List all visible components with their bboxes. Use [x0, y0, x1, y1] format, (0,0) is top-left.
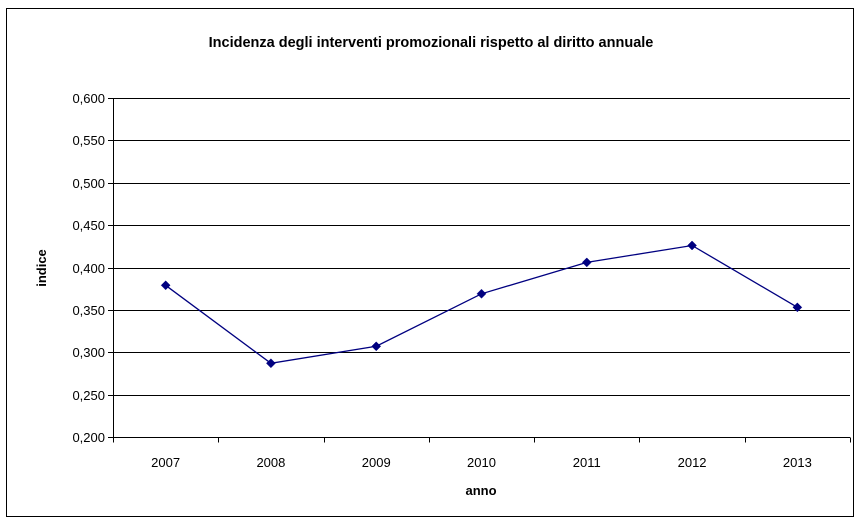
chart-border	[6, 8, 854, 517]
x-tick-label: 2013	[783, 455, 812, 470]
x-tick-labels: 2007 2008 2009 2010 2011 2012 2013	[151, 455, 812, 470]
chart-title: Incidenza degli interventi promozionali …	[209, 35, 654, 51]
y-tick-label: 0,400	[72, 261, 105, 276]
y-tick-label: 0,300	[72, 345, 105, 360]
data-point-marker	[160, 280, 171, 291]
y-tick-label: 0,500	[72, 176, 105, 191]
y-tick-label: 0,250	[72, 388, 105, 403]
y-tick-label: 0,550	[72, 133, 105, 148]
y-tick-label: 0,450	[72, 218, 105, 233]
gridlines	[113, 98, 850, 396]
data-point-marker	[687, 240, 697, 251]
data-markers	[160, 240, 803, 369]
x-tick-label: 2012	[678, 455, 707, 470]
axes	[108, 98, 851, 443]
x-tick-label: 2011	[573, 455, 601, 470]
y-tick-label: 0,600	[72, 91, 105, 106]
x-tick-label: 2010	[467, 455, 496, 470]
x-tick-label: 2008	[256, 455, 285, 470]
data-point-marker	[581, 257, 592, 268]
x-tick-label: 2009	[362, 455, 391, 470]
y-tick-labels: 0,200 0,250 0,300 0,350 0,400 0,450 0,500 0,550…	[72, 91, 105, 445]
data-point-marker	[266, 358, 276, 369]
y-tick-label: 0,200	[72, 430, 105, 445]
data-point-marker	[371, 341, 382, 352]
data-point-marker	[792, 302, 803, 313]
y-tick-label: 0,350	[72, 303, 105, 318]
y-axis-title: indice	[34, 249, 49, 287]
data-point-marker	[476, 288, 487, 299]
x-tick-label: 2007	[151, 455, 180, 470]
x-axis-title: anno	[465, 483, 496, 498]
